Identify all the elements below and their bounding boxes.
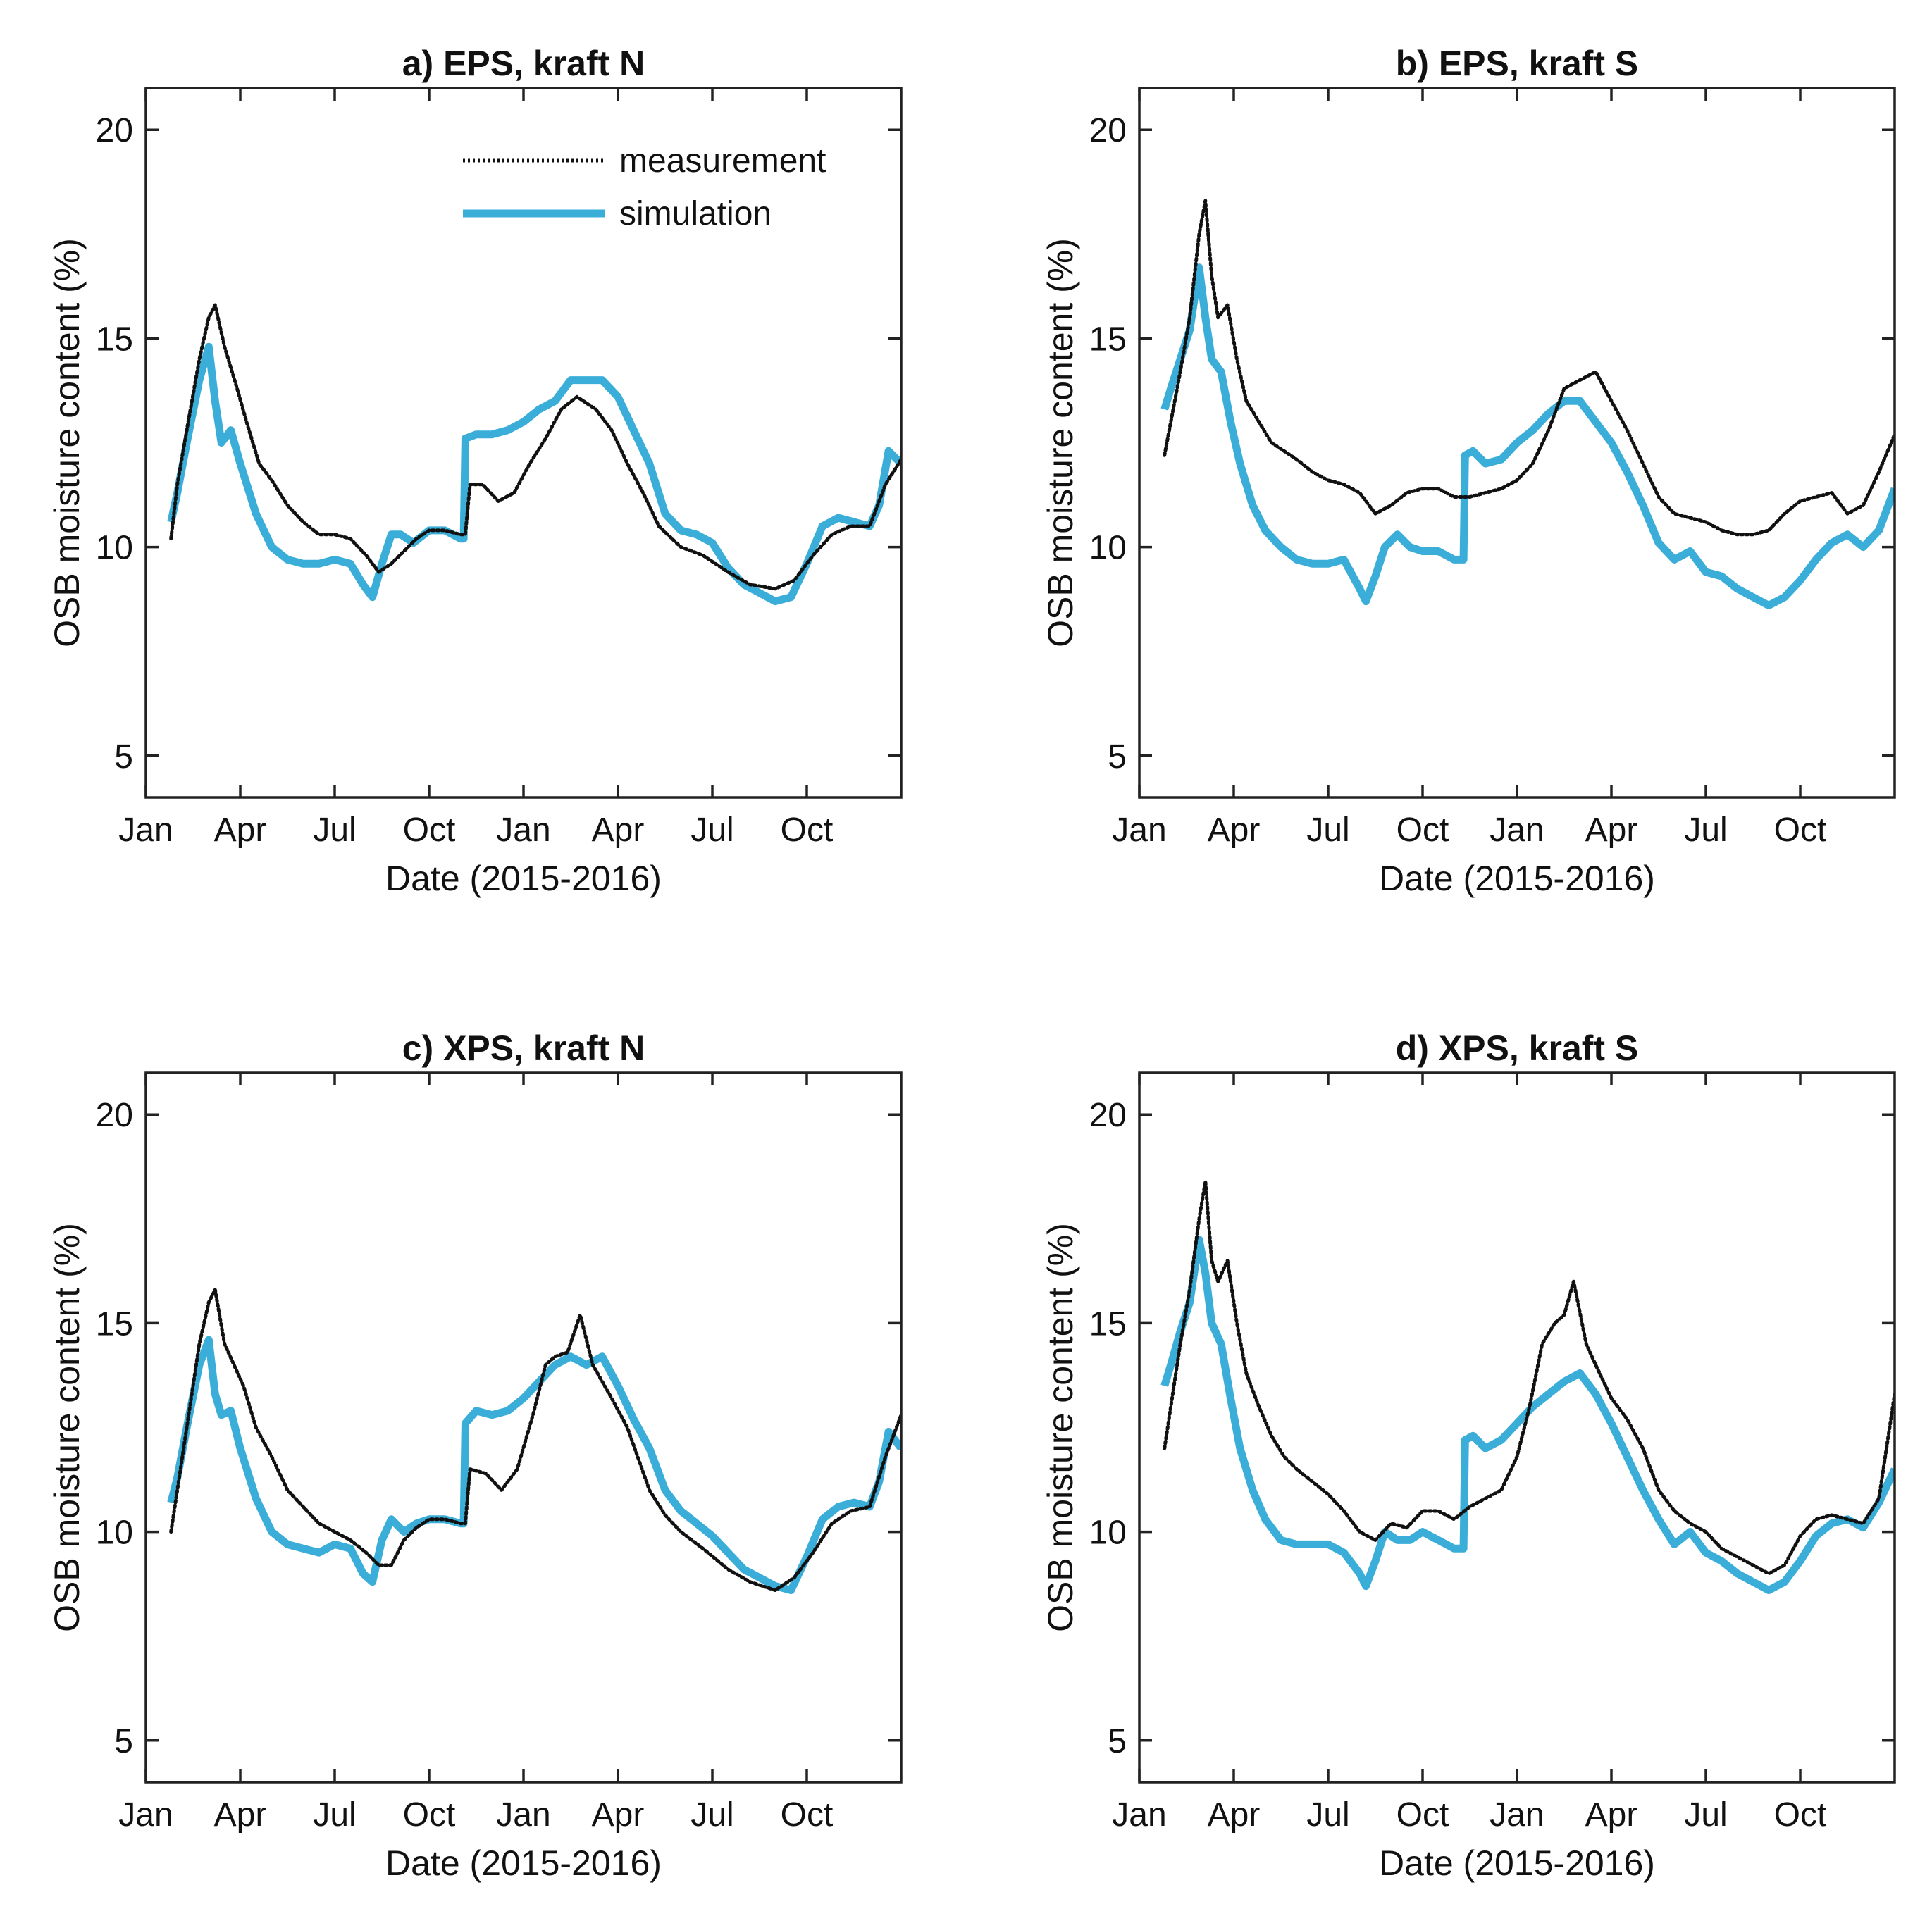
y-axis-label: OSB moisture content (%) — [1041, 238, 1080, 647]
y-tick-label: 15 — [96, 1305, 133, 1343]
series-line-measurement — [1163, 199, 1895, 537]
x-tick-label: Jul — [1684, 811, 1727, 849]
series-line-simulation — [167, 342, 901, 606]
y-tick-label: 5 — [114, 1723, 133, 1760]
plot-area — [167, 1288, 901, 1594]
x-tick-label: Apr — [1208, 811, 1261, 849]
series-line-measurement — [169, 303, 901, 591]
x-axis-label: Date (2015-2016) — [1379, 859, 1655, 898]
x-tick-label: Apr — [1585, 1796, 1638, 1834]
x-tick-label: Jul — [313, 1796, 356, 1834]
legend-label-measurement: measurement — [619, 142, 826, 180]
series-line-simulation — [167, 1336, 901, 1594]
y-tick-label: 20 — [1089, 112, 1127, 149]
series-line-measurement — [1163, 1179, 1895, 1576]
x-tick-label: Jul — [691, 1796, 733, 1834]
x-tick-label: Oct — [403, 1796, 456, 1834]
plot-area — [167, 303, 901, 606]
x-tick-label: Jul — [1684, 1796, 1727, 1834]
x-axis-label: Date (2015-2016) — [385, 859, 662, 898]
x-tick-label: Jan — [1490, 811, 1544, 849]
plot-frame — [144, 1071, 903, 1784]
y-tick-label: 10 — [96, 530, 133, 567]
x-tick-label: Jan — [118, 1796, 173, 1834]
x-tick-label: Apr — [214, 811, 267, 849]
y-axis-label: OSB moisture content (%) — [1041, 1223, 1080, 1632]
x-tick-label: Jan — [118, 811, 173, 849]
chart-title: d) XPS, kraft S — [1396, 1028, 1639, 1068]
series-line-simulation — [1160, 1236, 1895, 1594]
x-tick-label: Apr — [1585, 811, 1638, 849]
x-axis-label: Date (2015-2016) — [385, 1843, 662, 1883]
x-tick-label: Oct — [1397, 1796, 1449, 1834]
x-tick-label: Jan — [1112, 811, 1166, 849]
plot-area — [1160, 199, 1895, 609]
series-line-simulation — [1160, 263, 1895, 609]
y-tick-label: 5 — [1108, 738, 1127, 776]
y-tick-label: 10 — [1089, 530, 1127, 567]
x-tick-label: Jul — [1306, 811, 1349, 849]
y-tick-label: 15 — [96, 321, 133, 358]
x-tick-label: Jan — [1490, 1796, 1544, 1834]
x-tick-label: Apr — [592, 1796, 645, 1834]
x-tick-label: Jul — [313, 811, 356, 849]
y-tick-label: 15 — [1089, 1305, 1127, 1343]
chart-title: b) EPS, kraft S — [1396, 44, 1639, 83]
y-tick-label: 15 — [1089, 321, 1127, 358]
x-tick-label: Jan — [496, 1796, 550, 1834]
chart-title: c) XPS, kraft N — [402, 1028, 645, 1068]
legend: measurement simulation — [463, 142, 826, 232]
x-tick-label: Oct — [1774, 1796, 1827, 1834]
chart-title: a) EPS, kraft N — [402, 44, 645, 83]
y-tick-label: 5 — [1108, 1723, 1127, 1760]
y-axis-label: OSB moisture content (%) — [47, 1223, 87, 1632]
y-tick-label: 10 — [96, 1514, 133, 1552]
x-tick-label: Jul — [1306, 1796, 1349, 1834]
plot-area — [1160, 1179, 1895, 1594]
plot-frame — [144, 87, 903, 799]
x-tick-label: Jul — [691, 811, 733, 849]
x-tick-label: Apr — [214, 1796, 267, 1834]
x-tick-label: Jan — [496, 811, 550, 849]
legend-label-simulation: simulation — [619, 195, 772, 232]
x-tick-label: Apr — [1208, 1796, 1261, 1834]
series-line-measurement — [169, 1288, 901, 1592]
chart-panel-3: Jan Apr Jul Oct Jan Apr Jul Oct 5 10 15 20 d) XPS, k… — [1041, 1028, 1896, 1883]
y-tick-label: 5 — [114, 738, 133, 776]
y-tick-label: 20 — [1089, 1097, 1127, 1134]
chart-panel-0: Jan Apr Jul Oct Jan Apr Jul Oct 5 10 15 20 a) EPS, k… — [47, 44, 903, 898]
x-tick-label: Oct — [1774, 811, 1827, 849]
y-tick-label: 20 — [96, 112, 133, 149]
y-axis-label: OSB moisture content (%) — [47, 238, 87, 647]
chart-panel-2: Jan Apr Jul Oct Jan Apr Jul Oct 5 10 15 20 c) XPS, k… — [47, 1028, 903, 1883]
x-tick-label: Apr — [592, 811, 645, 849]
x-tick-label: Oct — [1397, 811, 1449, 849]
x-tick-label: Oct — [403, 811, 456, 849]
x-tick-label: Oct — [781, 1796, 834, 1834]
y-tick-label: 10 — [1089, 1514, 1127, 1552]
chart-panel-1: Jan Apr Jul Oct Jan Apr Jul Oct 5 10 15 20 b) EPS, k… — [1041, 44, 1896, 898]
x-tick-label: Oct — [781, 811, 834, 849]
y-tick-label: 20 — [96, 1097, 133, 1134]
x-axis-label: Date (2015-2016) — [1379, 1843, 1655, 1883]
x-tick-label: Jan — [1112, 1796, 1166, 1834]
